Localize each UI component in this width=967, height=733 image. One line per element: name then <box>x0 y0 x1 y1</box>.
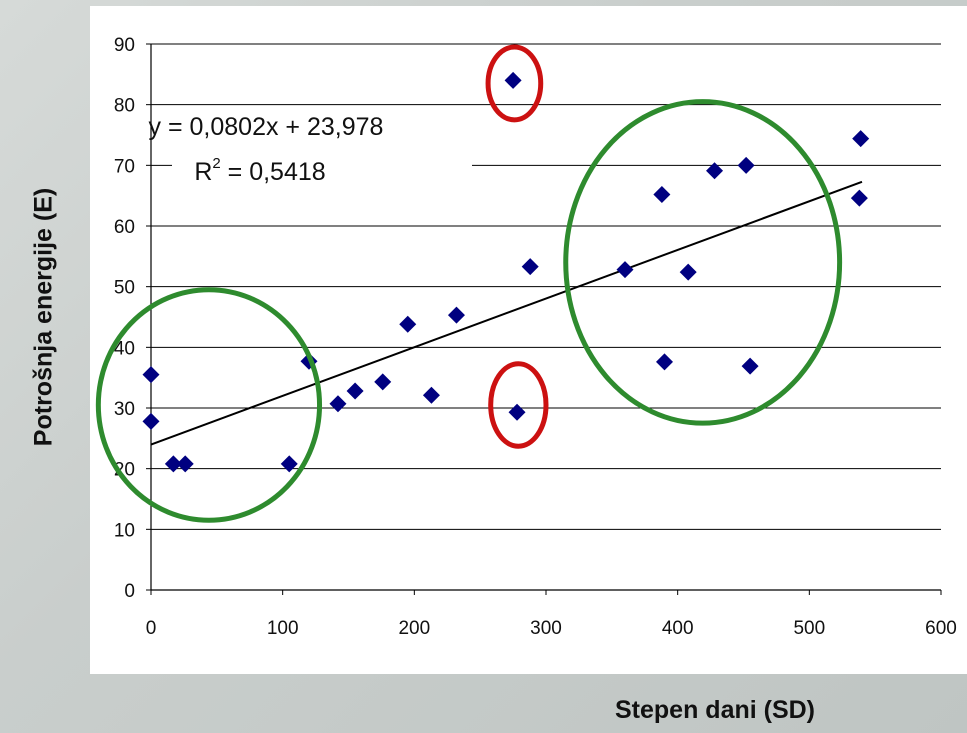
data-point <box>164 455 182 473</box>
data-point <box>737 156 755 174</box>
trendline <box>150 180 863 446</box>
data-point <box>447 306 465 324</box>
x-tick-label: 300 <box>530 618 562 639</box>
data-point <box>346 382 364 400</box>
data-point <box>399 315 417 333</box>
highlight-ellipse <box>95 287 323 523</box>
data-point <box>280 455 298 473</box>
trendline-equation: y = 0,0802x + 23,978 <box>149 113 384 141</box>
equation-box <box>172 106 472 186</box>
data-point <box>142 366 160 384</box>
y-tick-label: 70 <box>114 156 135 177</box>
y-tick-label: 80 <box>114 96 135 117</box>
x-tick-label: 400 <box>662 618 694 639</box>
data-point <box>329 395 347 413</box>
y-tick-label: 0 <box>124 581 135 602</box>
data-point <box>374 373 392 391</box>
data-point <box>741 357 759 375</box>
x-tick-label: 500 <box>793 618 825 639</box>
data-point <box>656 353 673 371</box>
x-tick-label: 100 <box>267 618 299 639</box>
x-tick-label: 200 <box>398 618 430 639</box>
y-tick-label: 30 <box>114 399 135 420</box>
data-point <box>852 130 870 148</box>
data-point <box>679 263 697 281</box>
r-squared-label: R2 = 0,5418 <box>194 155 325 186</box>
y-tick-label: 50 <box>114 278 135 299</box>
x-axis-title: Stepen dani (SD) <box>615 696 816 724</box>
data-point <box>504 71 522 89</box>
y-tick-label: 40 <box>114 338 135 359</box>
x-tick-label: 600 <box>925 618 957 639</box>
highlight-ellipse <box>563 99 843 426</box>
data-point <box>422 386 440 404</box>
data-point <box>176 455 194 473</box>
data-point <box>706 162 724 180</box>
y-tick-label: 90 <box>114 35 135 56</box>
y-tick-label: 10 <box>114 520 135 541</box>
chart-area: 0 10 20 30 40 50 60 70 80 90 0 100 200 300 400 500 600 y … <box>90 6 967 674</box>
y-axis-title: Potrošnja energije (E) <box>29 187 58 447</box>
highlight-ellipse <box>485 44 544 123</box>
data-point <box>521 258 539 276</box>
x-tick-label: 0 <box>146 618 157 639</box>
data-point <box>653 185 671 203</box>
data-point <box>616 261 634 279</box>
y-tick-label: 60 <box>114 217 135 238</box>
data-point <box>850 189 868 207</box>
highlight-ellipse <box>488 361 549 449</box>
data-point <box>508 403 526 421</box>
data-point <box>142 412 160 430</box>
